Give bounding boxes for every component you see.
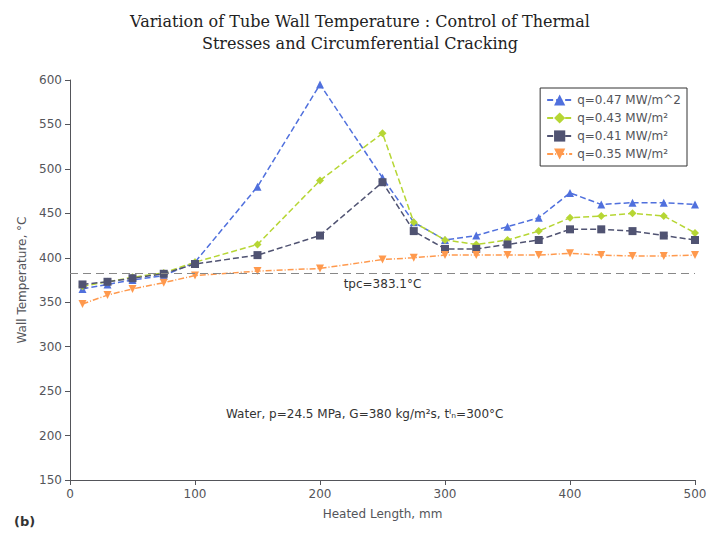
svg-text:350: 350 — [39, 295, 62, 309]
svg-text:600: 600 — [39, 73, 62, 87]
svg-text:150: 150 — [39, 473, 62, 487]
svg-text:q=0.43 MW/m²: q=0.43 MW/m² — [577, 111, 668, 125]
svg-text:450: 450 — [39, 206, 62, 220]
svg-text:q=0.35 MW/m²: q=0.35 MW/m² — [577, 147, 668, 161]
svg-text:300: 300 — [434, 487, 457, 501]
svg-text:q=0.41 MW/m²: q=0.41 MW/m² — [577, 129, 668, 143]
svg-text:Stresses and Circumferential C: Stresses and Circumferential Cracking — [202, 34, 518, 53]
svg-text:300: 300 — [39, 340, 62, 354]
svg-text:Water, p=24.5 MPa, G=380 kg/m²: Water, p=24.5 MPa, G=380 kg/m²s, tᴵₙ=300… — [226, 407, 503, 421]
svg-text:Wall Temperature, °C: Wall Temperature, °C — [15, 217, 29, 344]
svg-text:q=0.47 MW/m^2: q=0.47 MW/m^2 — [577, 93, 681, 107]
svg-text:200: 200 — [39, 429, 62, 443]
svg-text:250: 250 — [39, 384, 62, 398]
svg-text:Heated Length, mm: Heated Length, mm — [323, 507, 443, 521]
svg-text:0: 0 — [66, 487, 74, 501]
svg-text:400: 400 — [559, 487, 582, 501]
svg-text:tpc=383.1°C: tpc=383.1°C — [344, 277, 422, 291]
svg-text:Variation of Tube Wall Tempera: Variation of Tube Wall Temperature : Con… — [129, 12, 590, 31]
svg-text:500: 500 — [39, 162, 62, 176]
svg-text:400: 400 — [39, 251, 62, 265]
svg-text:(b): (b) — [14, 514, 35, 529]
svg-text:550: 550 — [39, 117, 62, 131]
svg-text:500: 500 — [684, 487, 707, 501]
svg-text:100: 100 — [184, 487, 207, 501]
svg-text:200: 200 — [309, 487, 332, 501]
